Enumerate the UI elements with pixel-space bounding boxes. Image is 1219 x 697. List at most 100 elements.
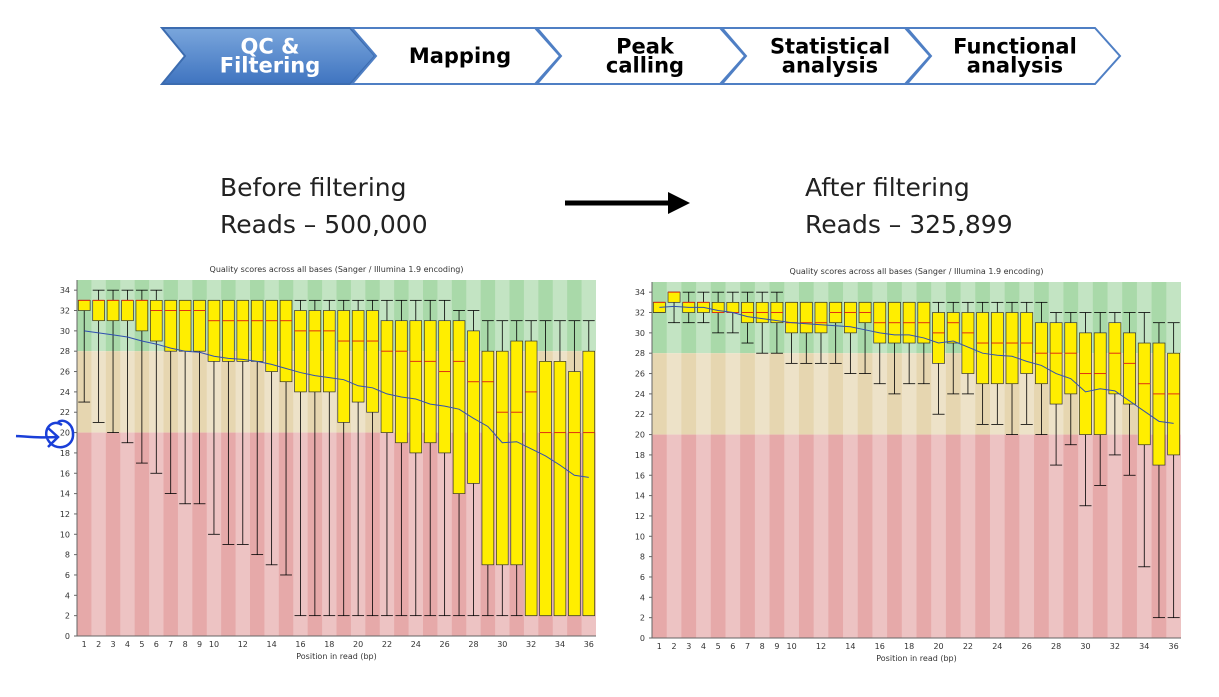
charts: Quality scores across all bases (Sanger … <box>60 265 1181 663</box>
stripe <box>813 282 829 638</box>
x-tick-label: 2 <box>96 640 101 649</box>
panel-reads: Reads – 500,000 <box>220 210 428 239</box>
box <box>932 312 945 364</box>
x-tick-label: 24 <box>992 642 1002 651</box>
box <box>452 320 466 494</box>
box <box>976 312 989 385</box>
x-tick-label: 14 <box>267 640 277 649</box>
arrow-head <box>668 192 690 214</box>
box <box>1064 322 1078 395</box>
stripe <box>872 282 888 638</box>
box <box>294 310 307 393</box>
x-tick-label: 6 <box>730 642 735 651</box>
x-tick-label: 30 <box>1080 642 1090 651</box>
y-tick-label: 30 <box>635 329 645 338</box>
x-tick-label: 34 <box>555 640 565 649</box>
box <box>92 299 105 322</box>
y-tick-label: 20 <box>60 429 70 438</box>
box <box>1049 322 1063 405</box>
x-tick-label: 6 <box>154 640 159 649</box>
step-arrow <box>719 27 932 85</box>
y-tick-label: 18 <box>635 451 645 460</box>
box <box>135 299 149 332</box>
box <box>337 310 350 423</box>
y-tick-label: 26 <box>60 368 70 377</box>
x-tick-label: 32 <box>1110 642 1120 651</box>
x-tick-label: 10 <box>787 642 797 651</box>
x-tick-label: 22 <box>382 640 392 649</box>
stripe <box>696 282 711 638</box>
quality-zone <box>652 353 1181 435</box>
x-tick-label: 9 <box>774 642 779 651</box>
mean-line <box>659 305 1174 424</box>
x-tick-label: 16 <box>295 640 305 649</box>
x-tick-label: 5 <box>139 640 144 649</box>
box <box>250 299 264 362</box>
box <box>496 350 509 566</box>
stripe <box>901 282 917 638</box>
x-tick-label: 22 <box>963 642 973 651</box>
box <box>961 312 975 374</box>
x-tick-label: 24 <box>411 640 421 649</box>
x-tick-label: 7 <box>168 640 173 649</box>
step-label: Filtering <box>220 54 321 78</box>
quality-zone <box>652 434 1181 638</box>
y-tick-label: 24 <box>60 388 70 397</box>
y-tick-label: 30 <box>60 327 70 336</box>
box <box>1123 332 1136 405</box>
box <box>1093 332 1107 435</box>
box <box>351 310 365 403</box>
x-tick-label: 28 <box>1051 642 1061 651</box>
box <box>524 340 538 617</box>
x-tick-label: 12 <box>816 642 826 651</box>
stripe <box>784 282 799 638</box>
box <box>467 330 480 484</box>
transition-arrow <box>565 192 690 214</box>
x-axis-label: Position in read (bp) <box>296 652 376 661</box>
box <box>77 299 91 311</box>
y-tick-label: 32 <box>60 307 70 316</box>
box <box>1079 332 1092 435</box>
stripe <box>725 282 741 638</box>
y-tick-label: 8 <box>65 551 70 560</box>
step-label: calling <box>606 54 684 78</box>
y-tick-label: 16 <box>60 469 70 478</box>
box <box>236 299 250 362</box>
step-arrow <box>159 27 377 85</box>
x-tick-label: 20 <box>353 640 363 649</box>
x-tick-label: 8 <box>183 640 188 649</box>
step-label: Statistical <box>770 35 890 59</box>
x-tick-label: 12 <box>238 640 248 649</box>
x-tick-label: 8 <box>760 642 765 651</box>
box <box>785 301 798 334</box>
stripe <box>843 282 858 638</box>
x-tick-label: 14 <box>845 642 855 651</box>
box <box>308 310 322 393</box>
quality-zone <box>77 432 596 636</box>
x-tick-label: 20 <box>933 642 943 651</box>
panel-reads: Reads – 325,899 <box>805 210 1013 239</box>
x-tick-label: 10 <box>209 640 219 649</box>
chart: Quality scores across all bases (Sanger … <box>60 265 596 661</box>
y-tick-label: 26 <box>635 370 645 379</box>
y-tick-label: 24 <box>635 390 645 399</box>
y-tick-label: 0 <box>65 632 70 641</box>
quality-zone <box>652 282 1181 354</box>
y-tick-label: 20 <box>635 431 645 440</box>
box <box>279 299 293 383</box>
box <box>207 299 221 362</box>
x-tick-label: 32 <box>526 640 536 649</box>
stripe <box>91 280 106 636</box>
box <box>121 299 134 322</box>
chart-title: Quality scores across all bases (Sanger … <box>210 265 464 274</box>
x-tick-label: 28 <box>468 640 478 649</box>
step-arrow <box>534 27 747 85</box>
x-tick-label: 36 <box>584 640 594 649</box>
step-label: analysis <box>967 54 1063 78</box>
x-axis-label: Position in read (bp) <box>876 654 956 663</box>
box <box>380 320 394 433</box>
panel-heading: After filtering <box>805 173 970 202</box>
box <box>1108 322 1122 395</box>
